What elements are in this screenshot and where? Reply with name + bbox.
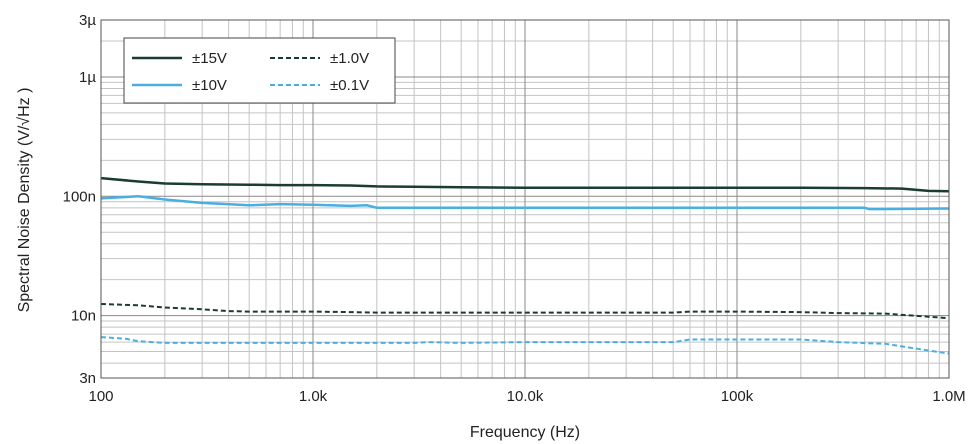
- series-line: [100, 336, 950, 355]
- plot-frame: [100, 19, 950, 379]
- x-tick-label: 10.0k: [507, 388, 544, 405]
- series-layer: [100, 176, 950, 355]
- legend-label: ±1.0V: [330, 50, 369, 67]
- x-tick-labels: 100 1.0k 10.0k 100k 1.0M: [88, 388, 965, 405]
- series-line: [100, 303, 950, 320]
- y-tick-label: 3µ: [79, 12, 96, 29]
- x-tick-label: 100k: [721, 388, 754, 405]
- y-tick-label: 3n: [79, 370, 96, 387]
- series-line: [100, 176, 950, 193]
- y-tick-label: 100n: [63, 188, 96, 205]
- series-line: [100, 195, 950, 211]
- y-tick-labels: 3n 10n 100n 1µ 3µ: [63, 12, 97, 387]
- legend-label: ±10V: [192, 77, 227, 94]
- x-tick-label: 1.0k: [299, 388, 328, 405]
- legend-label: ±0.1V: [330, 77, 369, 94]
- y-axis-title: Spectral Noise Density (V/√Hz ): [16, 88, 33, 313]
- y-tick-label: 1µ: [79, 69, 96, 86]
- x-tick-label: 100: [88, 388, 113, 405]
- legend: ±15V ±10V ±1.0V ±0.1V: [123, 37, 396, 104]
- x-tick-label: 1.0M: [932, 388, 965, 405]
- y-tick-label: 10n: [71, 308, 96, 325]
- legend-label: ±15V: [192, 50, 227, 67]
- legend-box: [123, 37, 396, 104]
- x-axis-title: Frequency (Hz): [470, 424, 580, 441]
